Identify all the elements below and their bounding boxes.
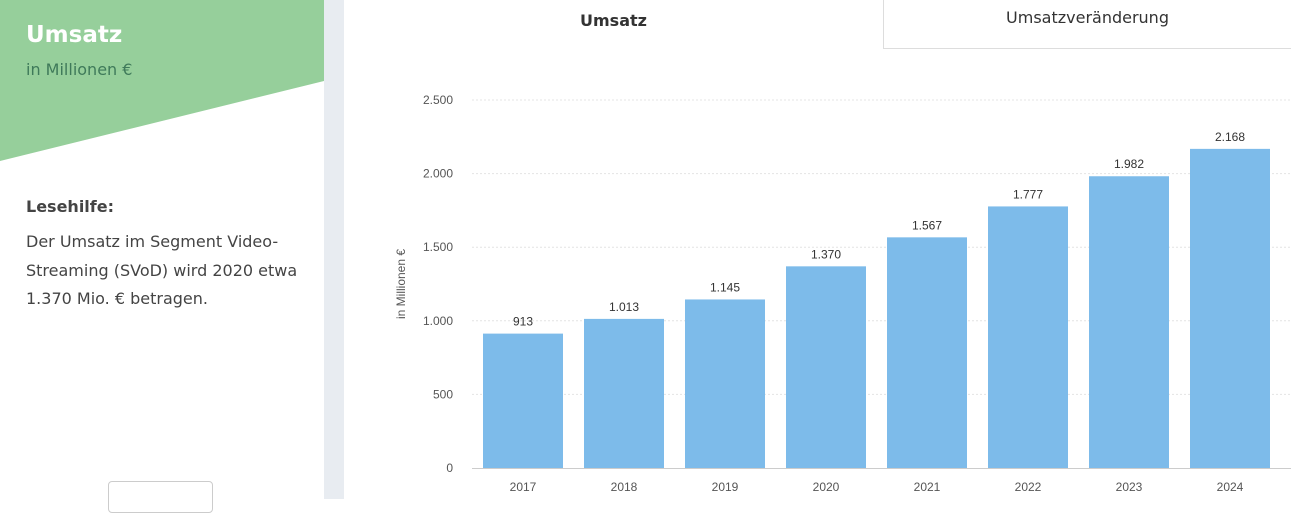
x-tick-label: 2024 <box>1217 480 1244 494</box>
x-tick-label: 2021 <box>914 480 941 494</box>
data-label: 1.777 <box>1013 187 1043 201</box>
bar-2021[interactable] <box>887 237 967 468</box>
y-tick-label: 500 <box>433 387 453 401</box>
bar-2019[interactable] <box>685 299 765 468</box>
x-tick-label: 2022 <box>1015 480 1042 494</box>
tab-umsatz[interactable]: Umsatz <box>580 11 647 30</box>
panel-title: Umsatz <box>26 22 123 48</box>
data-label: 1.567 <box>912 218 942 232</box>
info-panel: Umsatz in Millionen € Lesehilfe: Der Ums… <box>0 0 324 513</box>
data-label: 913 <box>513 315 533 329</box>
data-label: 1.145 <box>710 280 740 294</box>
x-tick-label: 2017 <box>510 480 537 494</box>
data-label: 1.013 <box>609 300 639 314</box>
x-tick-label: 2018 <box>611 480 638 494</box>
bar-2017[interactable] <box>483 333 563 468</box>
panel-button[interactable] <box>108 481 213 513</box>
y-axis-label: in Millionen € <box>394 249 408 319</box>
divider <box>324 0 344 499</box>
y-tick-label: 2.500 <box>423 93 453 107</box>
bar-2024[interactable] <box>1190 148 1270 468</box>
bar-2023[interactable] <box>1089 176 1169 468</box>
data-label: 2.168 <box>1215 130 1245 144</box>
x-tick-label: 2019 <box>712 480 739 494</box>
y-tick-label: 2.000 <box>423 167 453 181</box>
bar-2022[interactable] <box>988 206 1068 468</box>
help-text: Der Umsatz im Segment Video-Streaming (S… <box>26 232 298 308</box>
y-tick-label: 1.500 <box>423 240 453 254</box>
header-banner <box>0 0 324 161</box>
tab-umsatzveraenderung[interactable]: Umsatzveränderung <box>883 0 1291 49</box>
y-tick-label: 0 <box>446 461 453 475</box>
y-tick-label: 1.000 <box>423 314 453 328</box>
bar-chart: 0 500 1.000 1.500 2.000 2.500 in Millionen € 91… <box>394 93 1291 494</box>
chart-panel: 0 500 1.000 1.500 2.000 2.500 in Millionen € 91… <box>344 0 1291 499</box>
x-tick-label: 2023 <box>1116 480 1143 494</box>
data-label: 1.370 <box>811 247 841 261</box>
x-tick-label: 2020 <box>813 480 840 494</box>
help-heading: Lesehilfe: <box>26 197 114 216</box>
data-label: 1.982 <box>1114 157 1144 171</box>
bar-2020[interactable] <box>786 266 866 468</box>
bar-2018[interactable] <box>584 318 664 468</box>
panel-subtitle: in Millionen € <box>26 60 133 79</box>
